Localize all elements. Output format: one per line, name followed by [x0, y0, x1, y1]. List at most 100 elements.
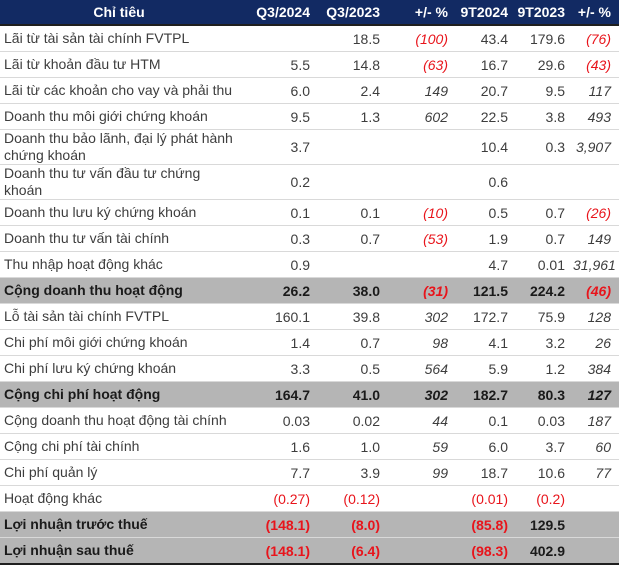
row-value-pct-change: 384	[573, 355, 619, 383]
row-value: 0.1	[456, 407, 516, 435]
row-label: Lãi từ tài sản tài chính FVTPL	[0, 25, 234, 52]
table-row: Lãi từ tài sản tài chính FVTPL 18.5 (100) 4…	[0, 25, 619, 52]
row-value: 179.6	[516, 25, 573, 52]
row-value: 160.1	[234, 303, 318, 331]
row-value: (6.4)	[318, 537, 388, 565]
row-value: 22.5	[456, 103, 516, 130]
row-value: 172.7	[456, 303, 516, 331]
table-row: Doanh thu môi giới chứng khoán 9.5 1.3 602 2…	[0, 103, 619, 130]
row-value: 3.2	[516, 329, 573, 357]
row-value: 80.3	[516, 381, 573, 409]
row-label: Cộng doanh thu hoạt động tài chính	[0, 407, 234, 435]
row-value: 0.7	[318, 329, 388, 357]
row-value-pct-change	[388, 511, 456, 539]
row-value: 129.5	[516, 511, 573, 539]
row-value: 4.7	[456, 251, 516, 279]
row-value-pct-change: (63)	[388, 51, 456, 78]
row-label: Lợi nhuận sau thuế	[0, 537, 234, 565]
row-value-pct-change: (31)	[388, 277, 456, 305]
row-value-pct-change: 26	[573, 329, 619, 357]
column-header-chi-tieu: Chỉ tiêu	[0, 0, 234, 26]
row-value-pct-change	[388, 164, 456, 201]
row-value: 1.0	[318, 433, 388, 461]
row-value: 20.7	[456, 77, 516, 104]
row-value: 0.6	[456, 164, 516, 201]
row-value-pct-change: 99	[388, 459, 456, 487]
row-label: Thu nhập hoạt động khác	[0, 251, 234, 279]
row-value-pct-change: 564	[388, 355, 456, 383]
row-label: Cộng doanh thu hoạt động	[0, 277, 234, 305]
row-value-pct-change: 117	[573, 77, 619, 104]
table-row-subtotal: Lợi nhuận sau thuế (148.1) (6.4) (98.3) 402.…	[0, 537, 619, 565]
table-row-subtotal: Cộng chi phí hoạt động 164.7 41.0 302 182.7 8…	[0, 381, 619, 409]
table-row: Lãi từ các khoản cho vay và phải thu 6.0 2…	[0, 77, 619, 104]
row-value-pct-change: 128	[573, 303, 619, 331]
row-value-pct-change: 127	[573, 381, 619, 409]
row-label: Doanh thu lưu ký chứng khoán	[0, 199, 234, 227]
column-header: +/- %	[388, 0, 456, 26]
row-value-pct-change: 59	[388, 433, 456, 461]
row-value: 0.5	[318, 355, 388, 383]
row-value: 14.8	[318, 51, 388, 78]
row-value-pct-change: (26)	[573, 199, 619, 227]
row-value: 1.9	[456, 225, 516, 253]
table-row: Doanh thu lưu ký chứng khoán 0.1 0.1 (10) 0.…	[0, 199, 619, 227]
table-header: Chỉ tiêu Q3/2024 Q3/2023 +/- % 9T2024 9T2023 +…	[0, 0, 619, 26]
table-row: Chi phí quản lý 7.7 3.9 99 18.7 10.6 77	[0, 459, 619, 487]
row-value: (0.27)	[234, 485, 318, 513]
row-value: (85.8)	[456, 511, 516, 539]
row-value: 3.7	[516, 433, 573, 461]
row-value: 18.7	[456, 459, 516, 487]
row-value	[234, 25, 318, 52]
row-value: 0.1	[234, 199, 318, 227]
row-value: 1.4	[234, 329, 318, 357]
row-value-pct-change: 98	[388, 329, 456, 357]
row-label: Chi phí môi giới chứng khoán	[0, 329, 234, 357]
row-value: 6.0	[234, 77, 318, 104]
row-value	[318, 251, 388, 279]
row-value-pct-change: (43)	[573, 51, 619, 78]
row-label: Lãi từ các khoản cho vay và phải thu	[0, 77, 234, 104]
row-value: 1.3	[318, 103, 388, 130]
row-label: Doanh thu bảo lãnh, đại lý phát hành chứ…	[0, 129, 234, 166]
row-value: 3.7	[234, 129, 318, 166]
row-value-pct-change	[573, 511, 619, 539]
table-row: Chi phí lưu ký chứng khoán 3.3 0.5 564 5.9 1.…	[0, 355, 619, 383]
row-value: 402.9	[516, 537, 573, 565]
row-value: 3.8	[516, 103, 573, 130]
row-value: 43.4	[456, 25, 516, 52]
row-value: 75.9	[516, 303, 573, 331]
row-value: (0.01)	[456, 485, 516, 513]
table-row-subtotal: Cộng doanh thu hoạt động 26.2 38.0 (31) 121.…	[0, 277, 619, 305]
row-label: Doanh thu tư vấn tài chính	[0, 225, 234, 253]
row-value: (0.2)	[516, 485, 573, 513]
row-value: 0.03	[234, 407, 318, 435]
row-value: 0.9	[234, 251, 318, 279]
row-value: 9.5	[234, 103, 318, 130]
row-label: Chi phí quản lý	[0, 459, 234, 487]
row-label: Cộng chi phí hoạt động	[0, 381, 234, 409]
row-value: 10.6	[516, 459, 573, 487]
header-row: Chỉ tiêu Q3/2024 Q3/2023 +/- % 9T2024 9T2023 +…	[0, 0, 619, 26]
row-value-pct-change: 302	[388, 381, 456, 409]
table-row-subtotal: Lợi nhuận trước thuế (148.1) (8.0) (85.8) 12…	[0, 511, 619, 539]
row-value: 1.6	[234, 433, 318, 461]
table-row: Thu nhập hoạt động khác 0.9 4.7 0.01 31,961	[0, 251, 619, 279]
row-value-pct-change: 31,961	[573, 251, 619, 279]
row-value: (148.1)	[234, 537, 318, 565]
table-row: Doanh thu tư vấn đầu tư chứng khoán 0.2 0.…	[0, 164, 619, 201]
row-value: 0.01	[516, 251, 573, 279]
row-value: 3.9	[318, 459, 388, 487]
row-value: 18.5	[318, 25, 388, 52]
row-value: 164.7	[234, 381, 318, 409]
row-value: 0.2	[234, 164, 318, 201]
row-value: 4.1	[456, 329, 516, 357]
row-value-pct-change: 187	[573, 407, 619, 435]
row-label: Lãi từ khoản đầu tư HTM	[0, 51, 234, 78]
row-value: 38.0	[318, 277, 388, 305]
row-value-pct-change: 149	[573, 225, 619, 253]
row-value: (8.0)	[318, 511, 388, 539]
row-value: 6.0	[456, 433, 516, 461]
